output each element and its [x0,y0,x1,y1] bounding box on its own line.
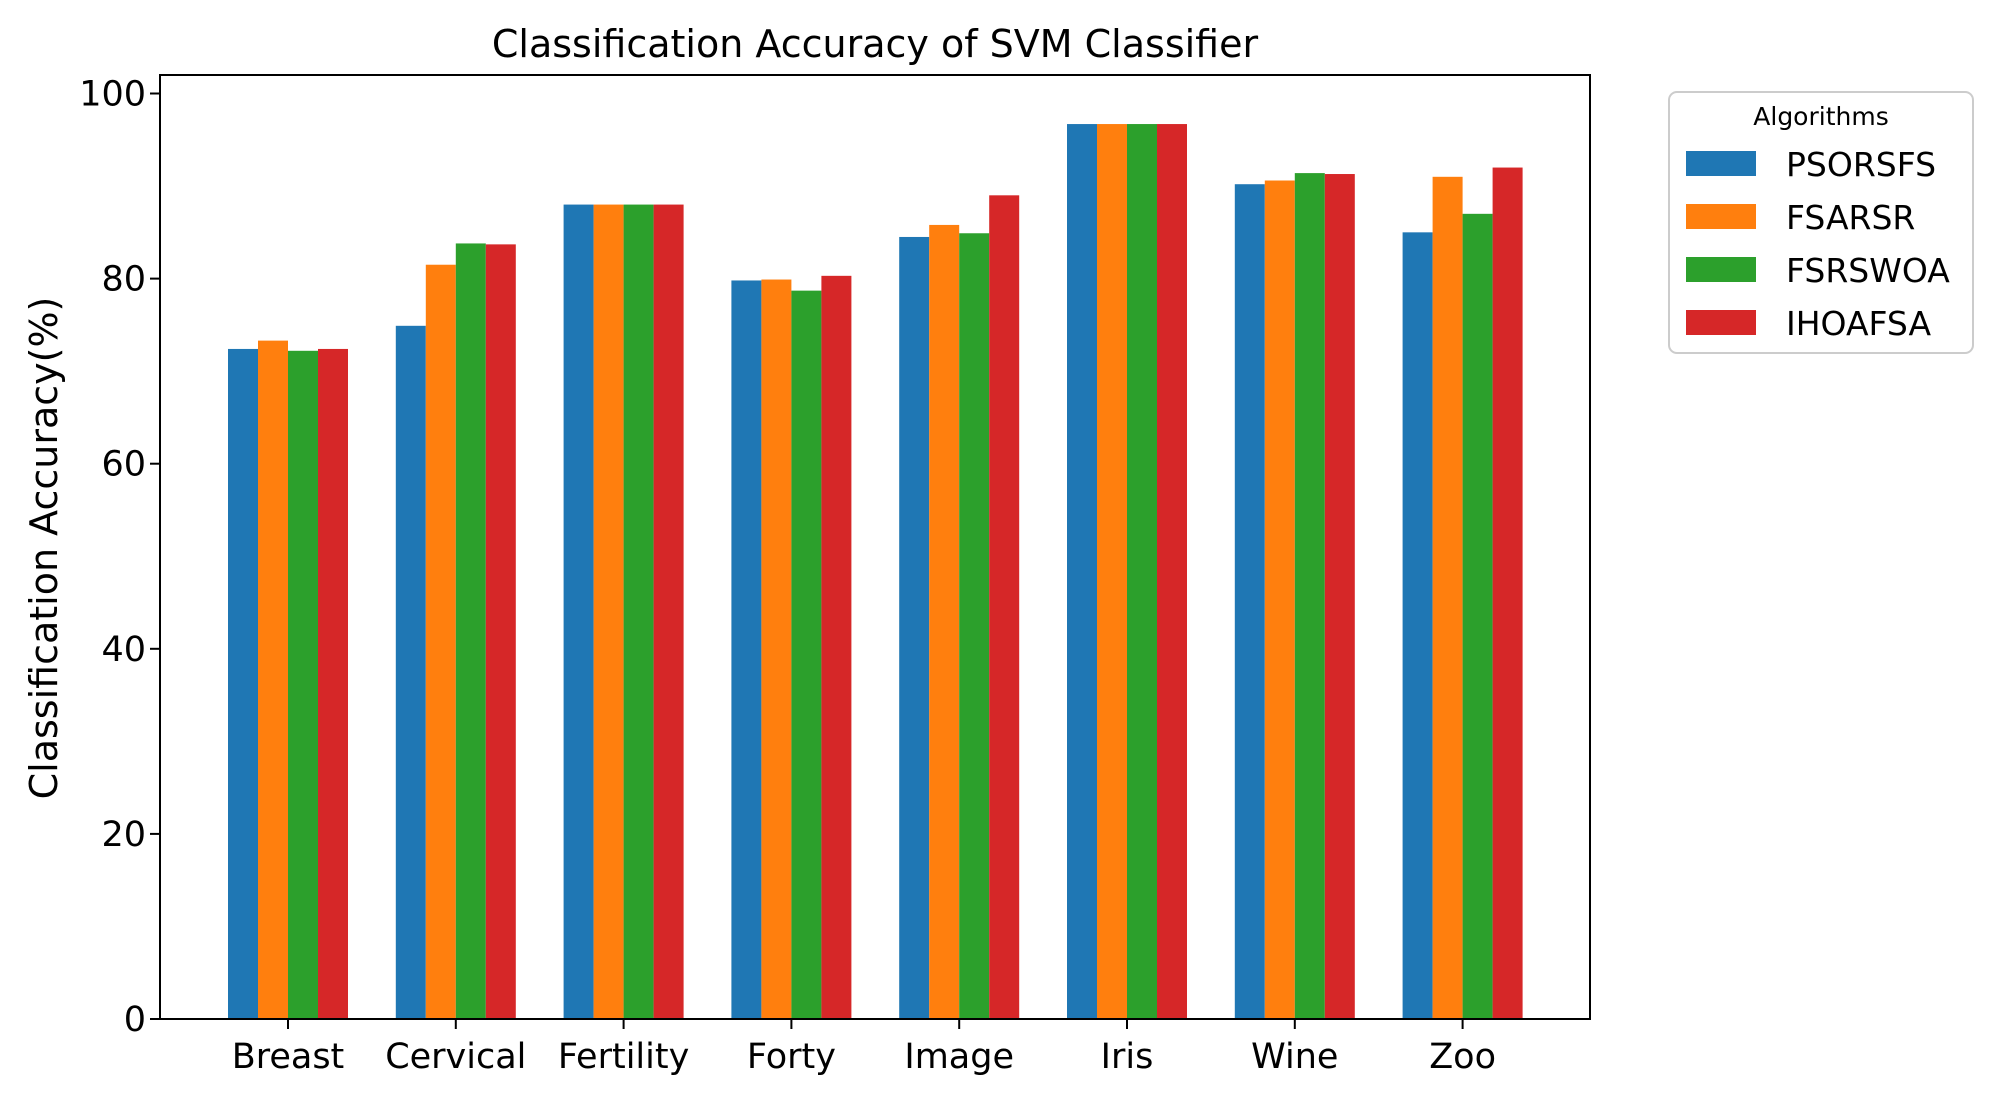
bars-layer [228,124,1523,1020]
bar-psorsfs-wine [1234,184,1265,1020]
bar-fsarsr-cervical [425,264,456,1020]
legend-swatch-fsarsr [1686,204,1756,229]
y-axis: 0 20 40 60 80 100 [79,75,160,1040]
bar-fsrswoa-fertility [623,204,654,1020]
y-tick-label: 40 [101,630,146,670]
legend-title: Algorithms [1753,102,1888,131]
bar-fsarsr-image [929,224,960,1019]
chart-title: Classification Accuracy of SVM Classifie… [492,22,1259,66]
y-tick-label: 80 [101,260,146,300]
bar-fsarsr-wine [1264,180,1295,1020]
bar-psorsfs-zoo [1402,232,1433,1020]
bar-psorsfs-fertility [563,204,594,1020]
legend-items: PSORSFS FSARSR FSRSWOA IHOAFSA [1686,145,1950,343]
x-tick-label: Iris [1101,1037,1154,1077]
y-tick-label: 20 [101,815,146,855]
legend-label-psorsfs: PSORSFS [1786,145,1936,184]
bar-ihoafsa-iris [1157,124,1187,1020]
x-tick-label: Image [904,1037,1014,1077]
legend-label-fsarsr: FSARSR [1786,198,1915,237]
legend-swatch-ihoafsa [1686,310,1756,335]
y-tick-label: 60 [101,445,146,485]
bar-psorsfs-forty [731,280,762,1019]
bar-fsarsr-zoo [1432,176,1463,1019]
bar-fsrswoa-iris [1127,124,1157,1020]
bar-ihoafsa-image [989,195,1020,1019]
bar-fsrswoa-breast [288,350,318,1019]
legend-swatch-psorsfs [1686,151,1756,176]
bar-psorsfs-breast [228,348,258,1020]
y-tick-label: 0 [124,1000,146,1040]
bar-fsrswoa-cervical [455,243,486,1019]
x-tick-label: Forty [747,1037,836,1077]
bar-psorsfs-image [899,236,930,1019]
bar-ihoafsa-wine [1324,174,1355,1019]
y-axis-label: Classification Accuracy(%) [22,297,66,800]
legend-label-fsrswoa: FSRSWOA [1786,251,1950,290]
bar-fsrswoa-zoo [1462,213,1493,1019]
x-tick-label: Wine [1251,1037,1338,1077]
legend-label-ihoafsa: IHOAFSA [1786,304,1931,343]
legend: Algorithms PSORSFS FSARSR FSRSWOA IHOAFSA [1668,91,1974,354]
bar-fsarsr-breast [258,340,288,1019]
x-tick-label: Breast [232,1037,345,1077]
bar-fsarsr-fertility [593,204,624,1020]
bar-ihoafsa-breast [318,348,348,1020]
plot-frame [159,74,1591,1020]
bar-ihoafsa-fertility [653,204,684,1020]
x-axis: Breast Cervical Fertility Forty Image Iris Win… [232,1019,1496,1077]
bar-fsarsr-forty [761,279,792,1019]
x-tick-label: Fertility [558,1037,689,1077]
bar-psorsfs-cervical [395,325,426,1019]
bar-fsrswoa-wine [1294,173,1325,1020]
x-tick-label: Cervical [385,1037,526,1077]
bar-ihoafsa-cervical [485,244,516,1020]
bar-fsrswoa-forty [791,290,822,1019]
bar-ihoafsa-forty [821,275,852,1019]
x-tick-label: Zoo [1429,1037,1496,1077]
y-tick-label: 100 [79,75,146,115]
bar-psorsfs-iris [1067,124,1097,1020]
bar-fsrswoa-image [959,233,990,1020]
bar-fsarsr-iris [1097,124,1127,1020]
legend-swatch-fsrswoa [1686,257,1756,282]
bar-ihoafsa-zoo [1492,167,1523,1020]
